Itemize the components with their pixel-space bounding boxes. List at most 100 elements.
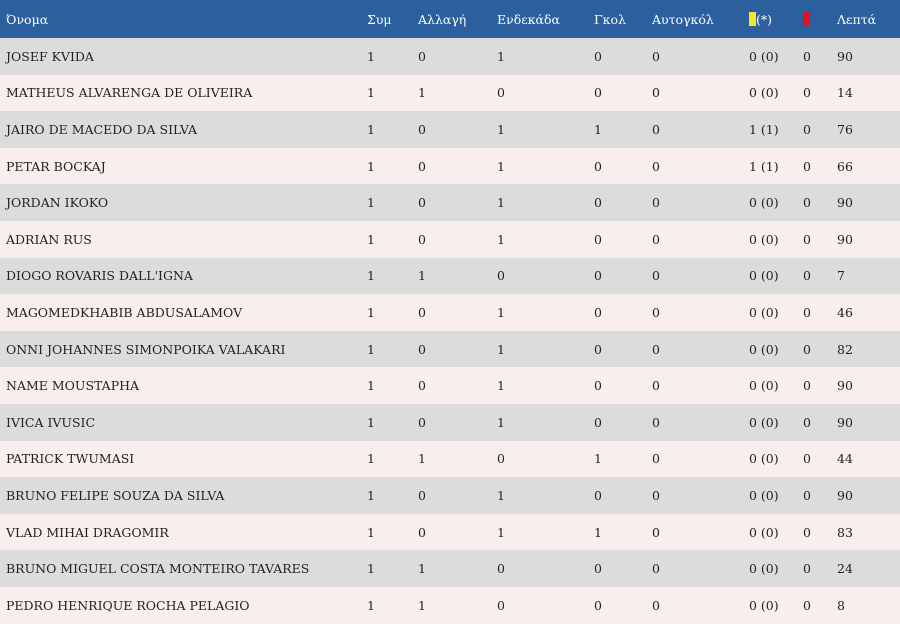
own-goals-cell: 0 (646, 184, 743, 221)
subs-cell: 0 (412, 331, 491, 368)
yellow-cards-cell: 0 (0) (743, 367, 797, 404)
header-subs[interactable]: Αλλαγή (412, 0, 491, 38)
table-row: JORDAN IKOKO 1 0 1 0 0 0 (0) 0 90 (0, 184, 900, 221)
header-name[interactable]: Όνομα (0, 0, 361, 38)
apps-cell: 1 (361, 148, 412, 185)
header-own-goals[interactable]: Αυτογκόλ (646, 0, 743, 38)
subs-cell: 0 (412, 111, 491, 148)
red-cards-cell: 0 (797, 38, 831, 75)
red-cards-cell: 0 (797, 221, 831, 258)
own-goals-cell: 0 (646, 111, 743, 148)
own-goals-cell: 0 (646, 294, 743, 331)
player-name-cell[interactable]: JAIRO DE MACEDO DA SILVA (0, 111, 361, 148)
table-row: PATRICK TWUMASI 1 1 0 1 0 0 (0) 0 44 (0, 441, 900, 478)
minutes-cell: 90 (831, 367, 900, 404)
minutes-cell: 90 (831, 221, 900, 258)
minutes-cell: 14 (831, 75, 900, 112)
goals-cell: 0 (588, 221, 646, 258)
starts-cell: 1 (491, 221, 588, 258)
starts-cell: 1 (491, 367, 588, 404)
header-starts[interactable]: Ενδεκάδα (491, 0, 588, 38)
player-name-cell[interactable]: JOSEF KVIDA (0, 38, 361, 75)
goals-cell: 0 (588, 404, 646, 441)
player-name-cell[interactable]: PEDRO HENRIQUE ROCHA PELAGIO (0, 587, 361, 624)
table-row: NAME MOUSTAPHA 1 0 1 0 0 0 (0) 0 90 (0, 367, 900, 404)
table-row: IVICA IVUSIC 1 0 1 0 0 0 (0) 0 90 (0, 404, 900, 441)
player-name-cell[interactable]: ONNI JOHANNES SIMONPOIKA VALAKARI (0, 331, 361, 368)
own-goals-cell: 0 (646, 477, 743, 514)
yellow-cards-cell: 0 (0) (743, 404, 797, 441)
table-row: MAGOMEDKHABIB ABDUSALAMOV 1 0 1 0 0 0 (0) 0 46 (0, 294, 900, 331)
red-cards-cell: 0 (797, 587, 831, 624)
subs-cell: 1 (412, 550, 491, 587)
yellow-cards-cell: 0 (0) (743, 38, 797, 75)
minutes-cell: 82 (831, 331, 900, 368)
header-yellow-cards[interactable]: (*) (743, 0, 797, 38)
header-apps[interactable]: Συμ (361, 0, 412, 38)
starts-cell: 1 (491, 514, 588, 551)
goals-cell: 0 (588, 331, 646, 368)
player-name-cell[interactable]: VLAD MIHAI DRAGOMIR (0, 514, 361, 551)
yellow-cards-cell: 0 (0) (743, 514, 797, 551)
header-red-cards[interactable] (797, 0, 831, 38)
yellow-cards-cell: 0 (0) (743, 184, 797, 221)
apps-cell: 1 (361, 441, 412, 478)
minutes-cell: 66 (831, 148, 900, 185)
apps-cell: 1 (361, 404, 412, 441)
subs-cell: 0 (412, 148, 491, 185)
own-goals-cell: 0 (646, 550, 743, 587)
player-name-cell[interactable]: IVICA IVUSIC (0, 404, 361, 441)
table-row: VLAD MIHAI DRAGOMIR 1 0 1 1 0 0 (0) 0 83 (0, 514, 900, 551)
header-goals[interactable]: Γκολ (588, 0, 646, 38)
header-minutes[interactable]: Λεπτά (831, 0, 900, 38)
red-cards-cell: 0 (797, 184, 831, 221)
table-row: JOSEF KVIDA 1 0 1 0 0 0 (0) 0 90 (0, 38, 900, 75)
own-goals-cell: 0 (646, 148, 743, 185)
starts-cell: 0 (491, 75, 588, 112)
table-header: Όνομα Συμ Αλλαγή Ενδεκάδα Γκολ Αυτογκόλ … (0, 0, 900, 38)
red-cards-cell: 0 (797, 111, 831, 148)
goals-cell: 1 (588, 111, 646, 148)
goals-cell: 0 (588, 148, 646, 185)
minutes-cell: 8 (831, 587, 900, 624)
subs-cell: 0 (412, 294, 491, 331)
player-name-cell[interactable]: PATRICK TWUMASI (0, 441, 361, 478)
player-name-cell[interactable]: DIOGO ROVARIS DALL'IGNA (0, 258, 361, 295)
player-name-cell[interactable]: NAME MOUSTAPHA (0, 367, 361, 404)
player-name-cell[interactable]: JORDAN IKOKO (0, 184, 361, 221)
red-cards-cell: 0 (797, 441, 831, 478)
player-name-cell[interactable]: ADRIAN RUS (0, 221, 361, 258)
table-row: ADRIAN RUS 1 0 1 0 0 0 (0) 0 90 (0, 221, 900, 258)
starts-cell: 1 (491, 404, 588, 441)
subs-cell: 0 (412, 221, 491, 258)
own-goals-cell: 0 (646, 441, 743, 478)
table-body: JOSEF KVIDA 1 0 1 0 0 0 (0) 0 90 MATHEUS ALVARENG… (0, 38, 900, 624)
subs-cell: 0 (412, 404, 491, 441)
red-cards-cell: 0 (797, 331, 831, 368)
apps-cell: 1 (361, 294, 412, 331)
player-name-cell[interactable]: PETAR BOCKAJ (0, 148, 361, 185)
red-cards-cell: 0 (797, 75, 831, 112)
red-cards-cell: 0 (797, 477, 831, 514)
apps-cell: 1 (361, 587, 412, 624)
own-goals-cell: 0 (646, 258, 743, 295)
player-name-cell[interactable]: BRUNO FELIPE SOUZA DA SILVA (0, 477, 361, 514)
player-name-cell[interactable]: MATHEUS ALVARENGA DE OLIVEIRA (0, 75, 361, 112)
player-name-cell[interactable]: BRUNO MIGUEL COSTA MONTEIRO TAVARES (0, 550, 361, 587)
own-goals-cell: 0 (646, 331, 743, 368)
own-goals-cell: 0 (646, 38, 743, 75)
yellow-cards-cell: 0 (0) (743, 331, 797, 368)
red-cards-cell: 0 (797, 514, 831, 551)
own-goals-cell: 0 (646, 75, 743, 112)
table-row: BRUNO FELIPE SOUZA DA SILVA 1 0 1 0 0 0 (0) 0 90 (0, 477, 900, 514)
own-goals-cell: 0 (646, 587, 743, 624)
goals-cell: 0 (588, 38, 646, 75)
yellow-card-icon (749, 12, 756, 26)
goals-cell: 0 (588, 75, 646, 112)
minutes-cell: 76 (831, 111, 900, 148)
table-row: JAIRO DE MACEDO DA SILVA 1 0 1 1 0 1 (1) 0 76 (0, 111, 900, 148)
player-name-cell[interactable]: MAGOMEDKHABIB ABDUSALAMOV (0, 294, 361, 331)
minutes-cell: 24 (831, 550, 900, 587)
subs-cell: 0 (412, 367, 491, 404)
